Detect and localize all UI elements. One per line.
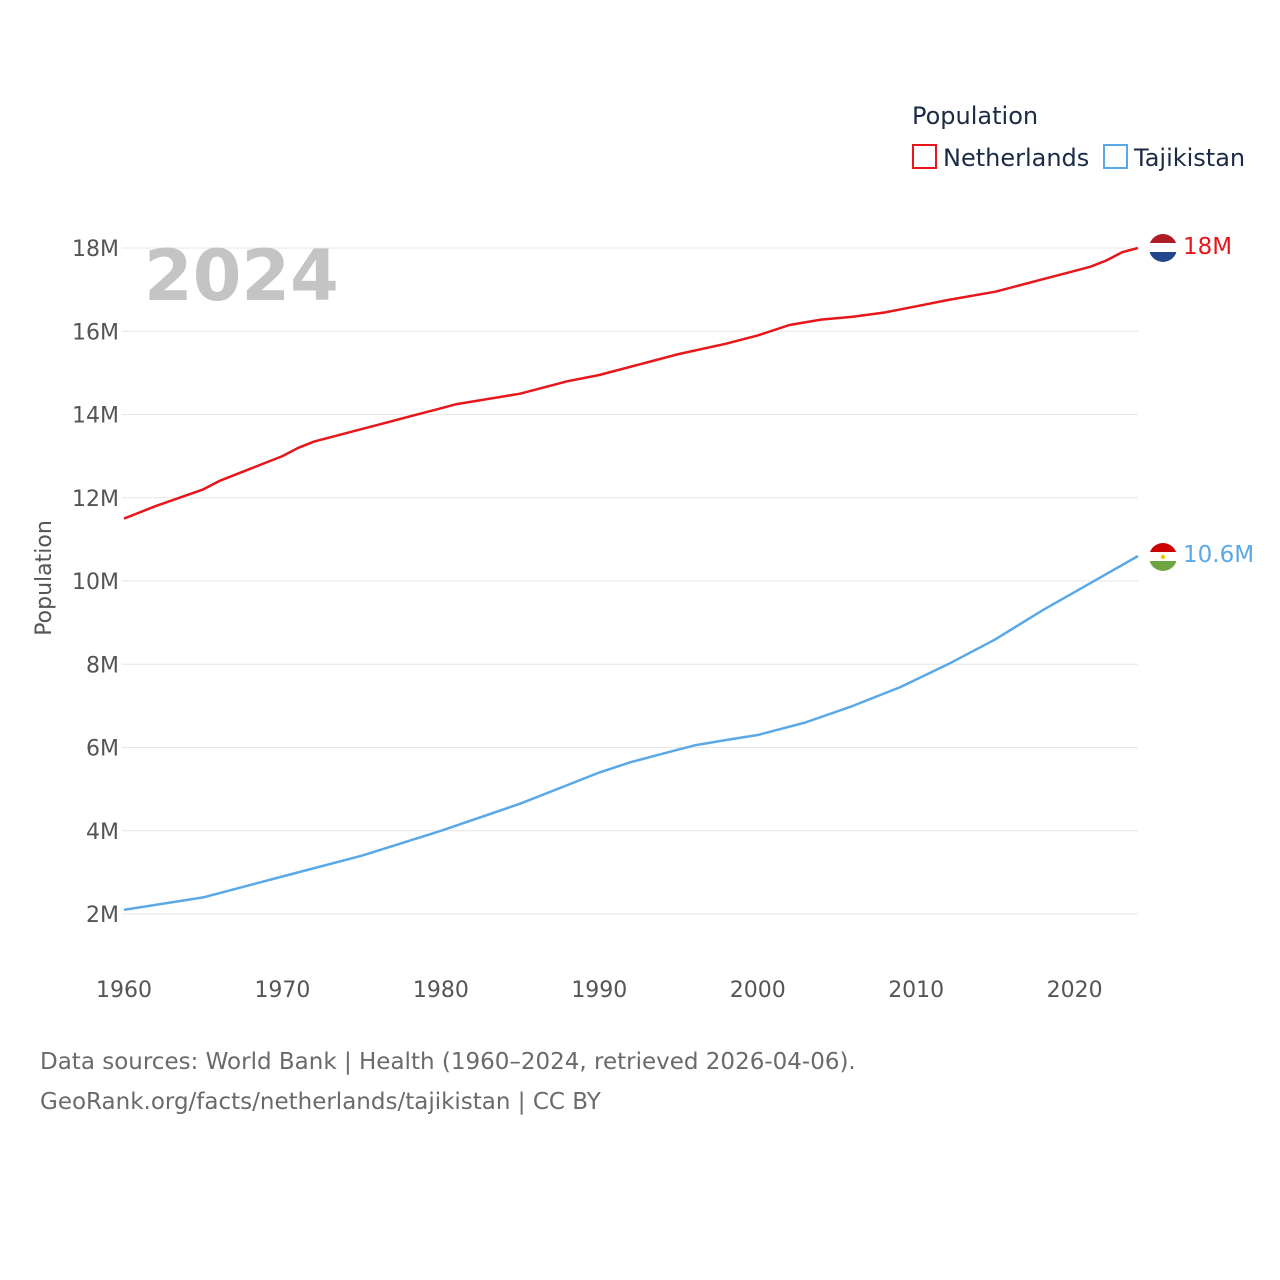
chart: Population Netherlands Tajikistan 2M 4M 6M… [32,102,1254,1003]
legend-swatch-tajikistan [1103,144,1128,169]
data-source-text: Data sources: World Bank | Health (1960–… [40,1049,856,1075]
legend-swatch-netherlands [912,144,937,169]
x-tick-label: 1990 [571,978,627,1003]
y-tick-label: 18M [72,237,119,262]
y-tick-label: 6M [86,737,119,762]
x-tick-label: 2010 [888,978,944,1003]
x-tick-label: 2020 [1047,978,1103,1003]
y-axis-title: Population [32,520,57,636]
x-tick-label: 1980 [413,978,469,1003]
y-axis-ticks: 2M 4M 6M 8M 10M 12M 14M 16M 18M [72,237,119,928]
legend-label-tajikistan: Tajikistan [1133,144,1245,172]
y-tick-label: 8M [86,653,119,678]
y-tick-label: 16M [72,320,119,345]
source-url-text: GeoRank.org/facts/netherlands/tajikistan… [40,1089,601,1115]
gridlines [122,247,1138,915]
footer: Data sources: World Bank | Health (1960–… [40,1042,856,1122]
series-line-tajikistan[interactable] [123,554,1139,912]
netherlands-flag-icon [1149,234,1177,262]
y-tick-label: 12M [72,487,119,512]
year-label: 2024 [144,235,339,317]
legend-title: Population [912,102,1038,130]
end-label-netherlands: 18M [1183,234,1232,260]
legend-item-tajikistan[interactable]: Tajikistan [1103,144,1245,172]
tajikistan-flag-icon [1149,543,1177,571]
y-tick-label: 10M [72,570,119,595]
legend-label-netherlands: Netherlands [943,144,1089,172]
x-tick-label: 1960 [96,978,152,1003]
x-tick-label: 1970 [254,978,310,1003]
y-tick-label: 14M [72,404,119,429]
y-tick-label: 4M [86,820,119,845]
series-line-netherlands[interactable] [123,246,1139,520]
x-axis-ticks: 1960 1970 1980 1990 2000 2010 2020 [96,978,1103,1003]
y-tick-label: 2M [86,903,119,928]
end-label-tajikistan: 10.6M [1183,542,1254,568]
x-tick-label: 2000 [730,978,786,1003]
legend-item-netherlands[interactable]: Netherlands [912,144,1089,172]
